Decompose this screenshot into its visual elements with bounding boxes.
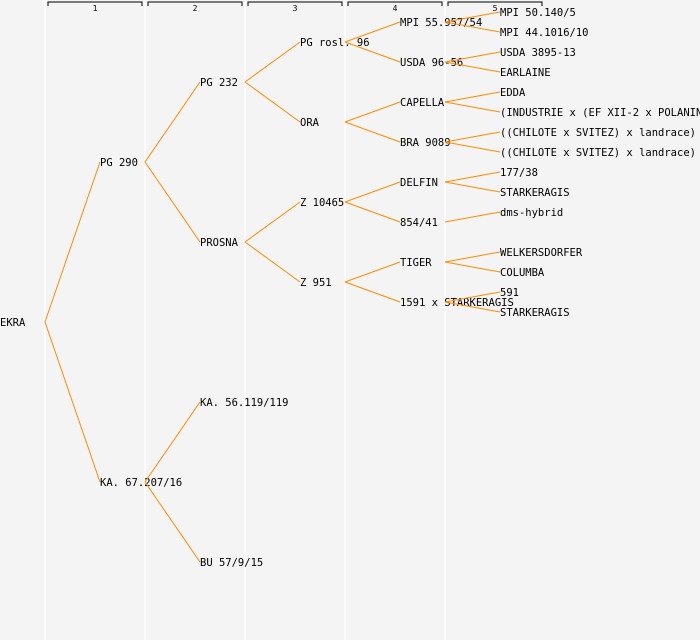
pedigree-link bbox=[444, 211, 501, 223]
column-bracket bbox=[147, 1, 243, 6]
pedigree-link bbox=[444, 301, 501, 313]
pedigree-link bbox=[144, 481, 201, 563]
pedigree-node[interactable]: ((CHILOTE x SVITEZ) x landrace) bbox=[500, 147, 696, 159]
pedigree-link bbox=[444, 91, 501, 103]
pedigree-node[interactable]: DELFIN bbox=[400, 177, 438, 189]
pedigree-link bbox=[244, 81, 301, 123]
pedigree-node[interactable]: 854/41 bbox=[400, 217, 438, 229]
column-bracket bbox=[47, 1, 143, 6]
pedigree-node[interactable]: PG rosl. 96 bbox=[300, 37, 370, 49]
pedigree-node[interactable]: BRA 9089 bbox=[400, 137, 451, 149]
pedigree-node[interactable]: TIGER bbox=[400, 257, 432, 269]
column-bracket bbox=[247, 1, 343, 6]
pedigree-link bbox=[244, 241, 301, 283]
pedigree-link bbox=[344, 121, 401, 143]
pedigree-link bbox=[444, 61, 501, 73]
pedigree-link bbox=[344, 201, 401, 223]
pedigree-link bbox=[144, 81, 201, 163]
pedigree-link bbox=[444, 11, 501, 23]
pedigree-link bbox=[444, 171, 501, 183]
pedigree-link bbox=[244, 41, 301, 83]
pedigree-node[interactable]: PROSNA bbox=[200, 237, 239, 249]
pedigree-node[interactable]: STARKERAGIS bbox=[500, 187, 570, 199]
pedigree-link bbox=[144, 161, 201, 243]
pedigree-node[interactable]: EDDA bbox=[500, 87, 526, 99]
pedigree-node[interactable]: Z 10465 bbox=[300, 197, 344, 209]
pedigree-link bbox=[344, 101, 401, 123]
pedigree-node[interactable]: EARLAINE bbox=[500, 67, 551, 79]
pedigree-link bbox=[444, 291, 501, 303]
pedigree-link bbox=[444, 141, 501, 153]
pedigree-link bbox=[444, 21, 501, 33]
pedigree-node[interactable]: EKRA bbox=[0, 317, 26, 329]
pedigree-link bbox=[444, 51, 501, 63]
pedigree-node[interactable]: (INDUSTRIE x (EF XII-2 x POLANIN)) bbox=[500, 107, 700, 119]
pedigree-link bbox=[244, 201, 301, 243]
pedigree-link bbox=[344, 41, 401, 63]
pedigree-link bbox=[44, 321, 101, 483]
pedigree-node[interactable]: MPI 50.140/5 bbox=[500, 7, 576, 19]
pedigree-node[interactable]: 591 bbox=[500, 287, 519, 299]
pedigree-link bbox=[44, 161, 101, 323]
pedigree-link bbox=[444, 261, 501, 273]
pedigree-node[interactable]: KA. 67.207/16 bbox=[100, 477, 182, 489]
pedigree-link bbox=[344, 281, 401, 303]
pedigree-node[interactable]: MPI 44.1016/10 bbox=[500, 27, 589, 39]
column-header: 4 bbox=[393, 4, 398, 13]
pedigree-node[interactable]: STARKERAGIS bbox=[500, 307, 570, 319]
pedigree-node[interactable]: USDA 96-56 bbox=[400, 57, 463, 69]
pedigree-link bbox=[444, 251, 501, 263]
pedigree-node[interactable]: 1591 x STARKERAGIS bbox=[400, 297, 514, 309]
pedigree-node[interactable]: PG 290 bbox=[100, 157, 138, 169]
pedigree-node[interactable]: KA. 56.119/119 bbox=[200, 397, 289, 409]
pedigree-node[interactable]: USDA 3895-13 bbox=[500, 47, 576, 59]
pedigree-link bbox=[344, 21, 401, 43]
pedigree-node[interactable]: WELKERSDORFER bbox=[500, 247, 583, 259]
column-header: 1 bbox=[93, 4, 98, 13]
column-header: 5 bbox=[493, 4, 498, 13]
pedigree-link bbox=[344, 261, 401, 283]
pedigree-node[interactable]: ORA bbox=[300, 117, 320, 129]
pedigree-link bbox=[444, 181, 501, 193]
pedigree-link bbox=[444, 131, 501, 143]
pedigree-node[interactable]: Z 951 bbox=[300, 277, 332, 289]
column-header: 3 bbox=[293, 4, 298, 13]
pedigree-link bbox=[144, 401, 201, 483]
pedigree-node[interactable]: 177/38 bbox=[500, 167, 538, 179]
pedigree-node[interactable]: MPI 55.957/54 bbox=[400, 17, 482, 29]
column-bracket bbox=[347, 1, 443, 6]
pedigree-link bbox=[444, 101, 501, 113]
column-bracket bbox=[447, 1, 543, 6]
pedigree-node[interactable]: PG 232 bbox=[200, 77, 238, 89]
pedigree-node[interactable]: COLUMBA bbox=[500, 267, 545, 279]
pedigree-node[interactable]: BU 57/9/15 bbox=[200, 557, 263, 569]
pedigree-node[interactable]: dms-hybrid bbox=[500, 207, 563, 219]
pedigree-link bbox=[344, 181, 401, 203]
column-header: 2 bbox=[193, 4, 198, 13]
pedigree-node[interactable]: ((CHILOTE x SVITEZ) x landrace) bbox=[500, 127, 696, 139]
pedigree-node[interactable]: CAPELLA bbox=[400, 97, 445, 109]
